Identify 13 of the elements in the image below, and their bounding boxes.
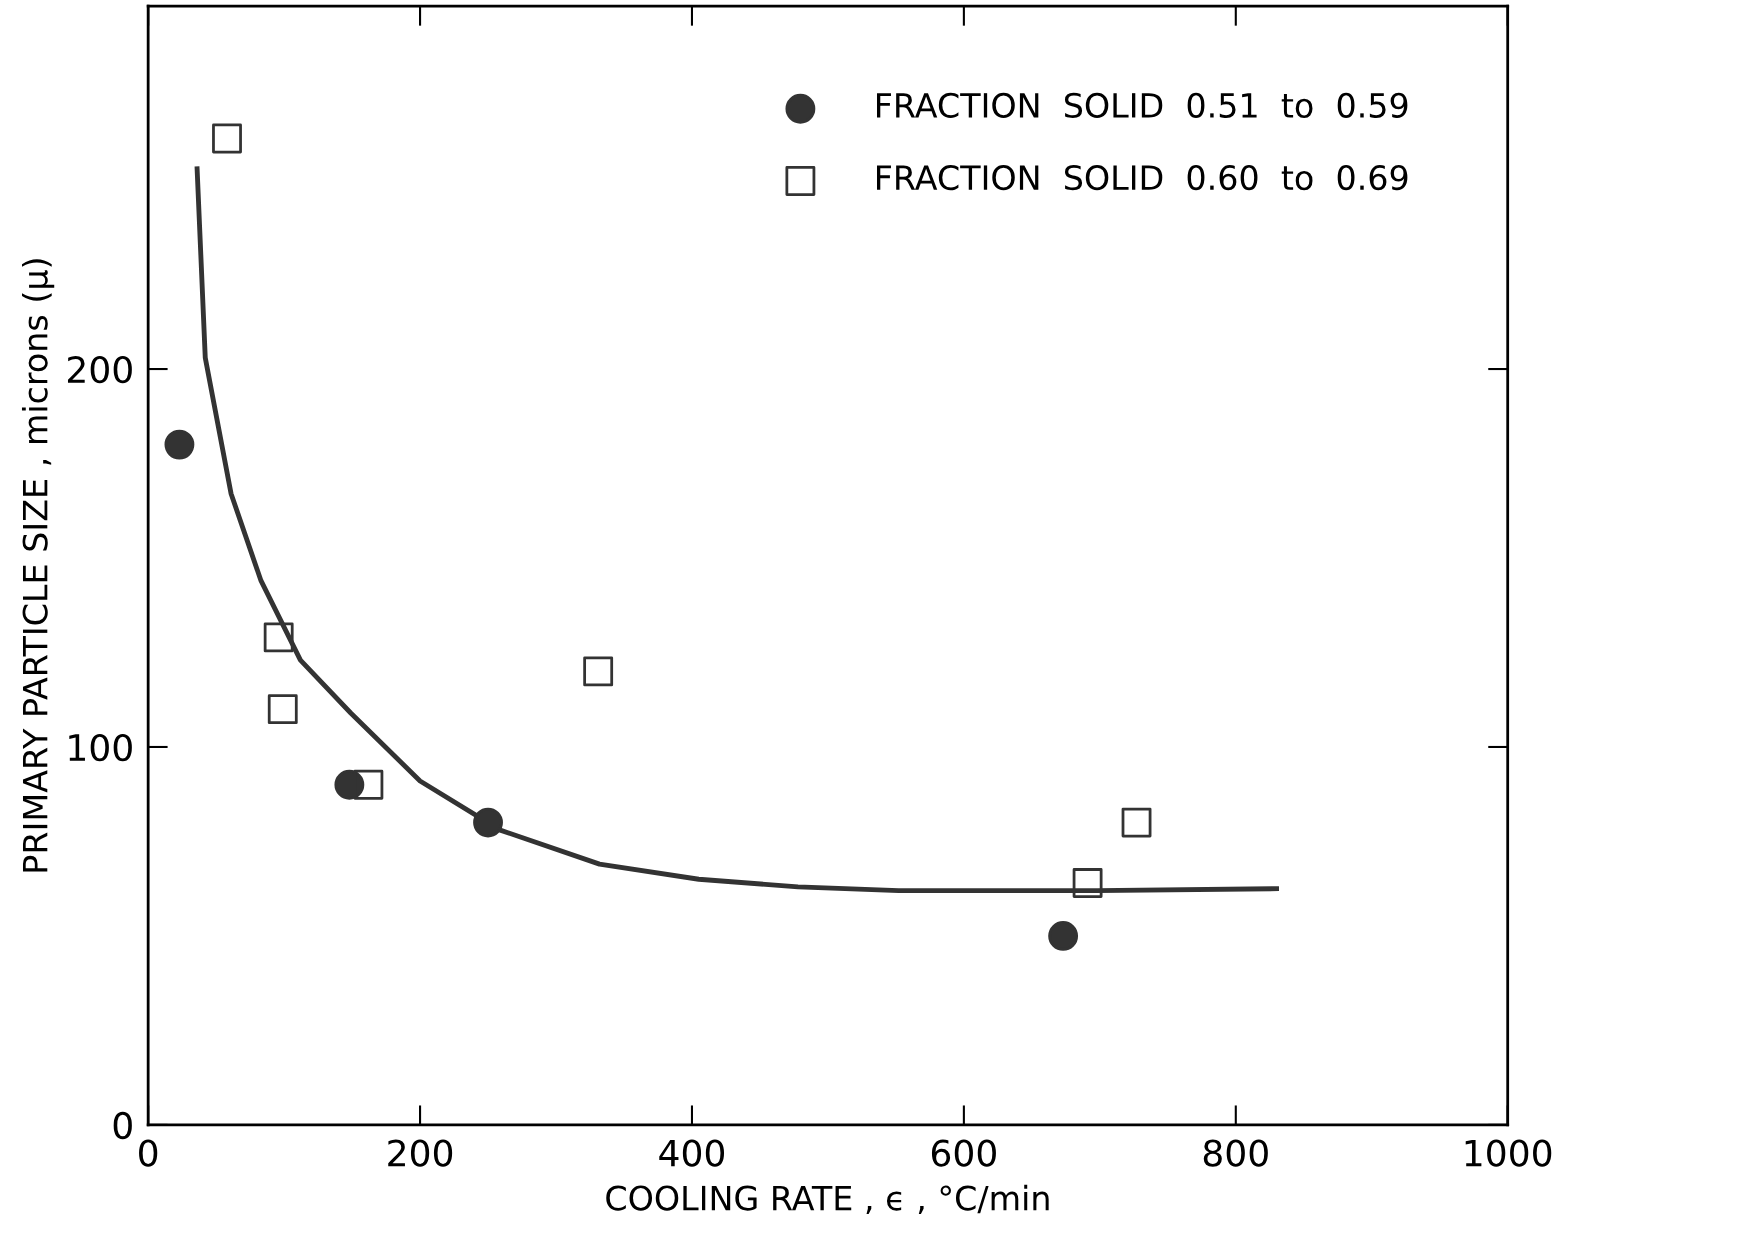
x-tick-label: 400 [659,1139,725,1167]
y-axis-title: PRIMARY PARTICLE SIZE , microns (μ) [21,259,55,872]
x-tick-label: 800 [1203,1139,1268,1167]
x-tick-label: 200 [388,1139,453,1167]
x-tick-label: 600 [931,1139,996,1167]
x-tick-label: 1000 [1465,1139,1552,1167]
x-axis-title: COOLING RATE , ϵ , °C/min [606,1184,1049,1215]
legend-label: FRACTION SOLID 0.51 to 0.59 [877,92,1408,118]
y-tick-label: 200 [67,355,132,384]
legend-label: FRACTION SOLID 0.60 to 0.69 [877,165,1408,191]
y-tick-label: 100 [69,733,132,762]
x-tick-label: 0 [139,1139,158,1167]
y-tick-label: 0 [113,1111,132,1140]
